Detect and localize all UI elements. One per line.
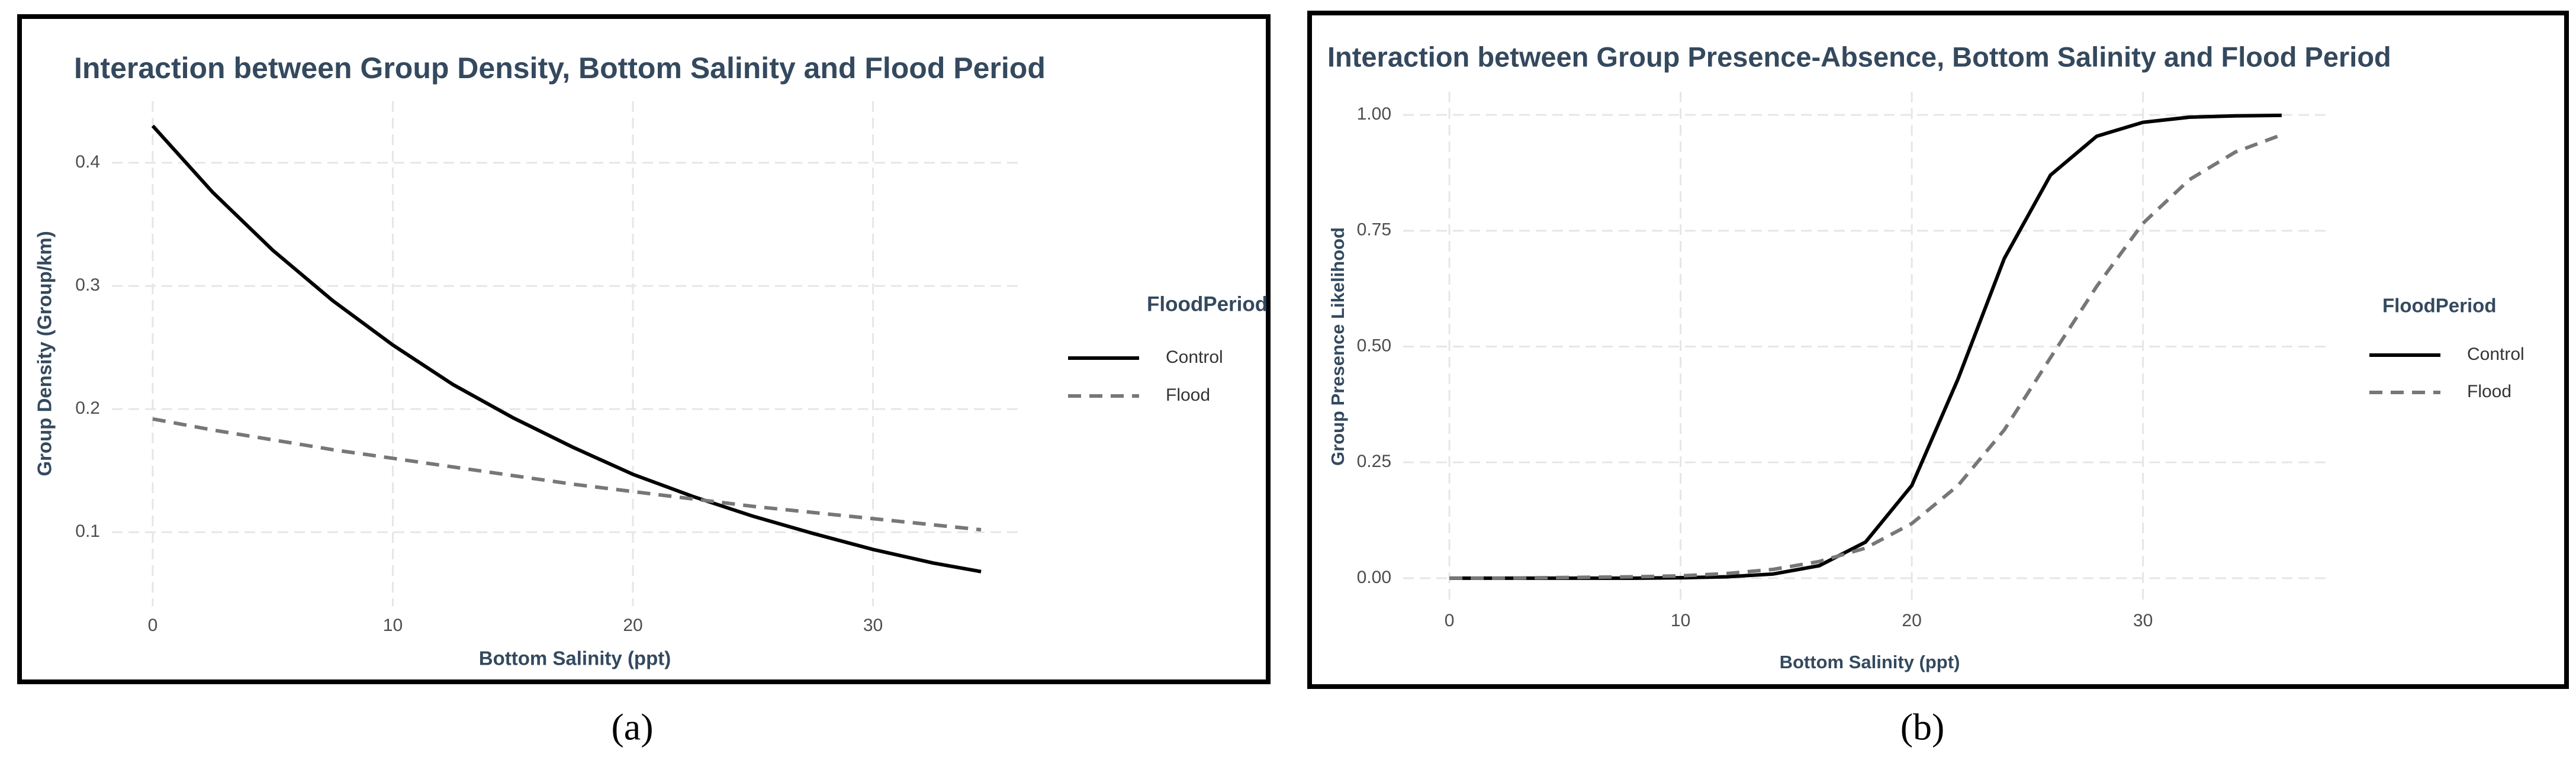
caption: (b) bbox=[1900, 706, 1945, 748]
x-tick-label: 30 bbox=[2133, 611, 2153, 630]
line bbox=[1449, 133, 2282, 580]
x-tick-label: 10 bbox=[383, 616, 403, 635]
y-axis-label: Group Density (Group/km) bbox=[34, 231, 56, 476]
x-tick-label: 10 bbox=[1671, 611, 1690, 630]
legend-label: Control bbox=[1166, 347, 1223, 367]
chart-title: Interaction between Group Density, Botto… bbox=[74, 51, 1046, 85]
x-tick-label: 20 bbox=[1902, 611, 1921, 630]
legend-title: FloodPeriod bbox=[1147, 292, 1268, 315]
y-tick-label: 0.00 bbox=[1357, 568, 1391, 587]
y-tick-label: 0.50 bbox=[1357, 336, 1391, 355]
x-axis-label: Bottom Salinity (ppt) bbox=[1780, 652, 1960, 672]
y-tick-label: 0.2 bbox=[75, 398, 100, 418]
y-tick-label: 1.00 bbox=[1357, 104, 1391, 124]
x-tick-label: 20 bbox=[623, 616, 642, 635]
legend-title: FloodPeriod bbox=[2382, 295, 2497, 317]
y-tick-label: 0.75 bbox=[1357, 220, 1391, 240]
legend-label: Flood bbox=[2467, 382, 2511, 401]
y-tick-label: 0.1 bbox=[75, 521, 100, 541]
y-tick-label: 0.4 bbox=[75, 152, 100, 172]
x-tick-label: 30 bbox=[863, 616, 883, 635]
panel-border bbox=[17, 14, 1271, 684]
line bbox=[151, 124, 982, 574]
legend-label: Flood bbox=[1166, 385, 1210, 405]
y-tick-label: 0.3 bbox=[75, 275, 100, 295]
chart-title: Interaction between Group Presence-Absen… bbox=[1327, 41, 2391, 72]
x-tick-label: 0 bbox=[1445, 611, 1455, 630]
y-tick-label: 0.25 bbox=[1357, 452, 1391, 471]
x-tick-label: 0 bbox=[148, 616, 158, 635]
panel-border bbox=[1307, 11, 2569, 689]
line bbox=[152, 417, 982, 532]
y-axis-label: Group Presence Likelihood bbox=[1327, 227, 1348, 466]
caption: (a) bbox=[611, 706, 653, 748]
x-axis-label: Bottom Salinity (ppt) bbox=[479, 648, 671, 669]
legend-label: Control bbox=[2467, 344, 2524, 364]
